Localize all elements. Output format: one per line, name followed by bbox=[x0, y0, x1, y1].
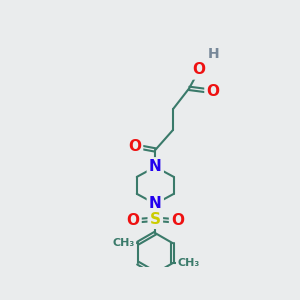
Text: H: H bbox=[208, 47, 220, 61]
Text: N: N bbox=[149, 159, 162, 174]
Text: O: O bbox=[171, 213, 184, 228]
Text: O: O bbox=[193, 62, 206, 77]
Text: O: O bbox=[128, 139, 141, 154]
Text: O: O bbox=[127, 213, 140, 228]
Text: CH₃: CH₃ bbox=[112, 238, 134, 248]
Text: CH₃: CH₃ bbox=[178, 258, 200, 268]
Text: N: N bbox=[149, 196, 162, 211]
Text: S: S bbox=[150, 212, 161, 227]
Text: O: O bbox=[206, 84, 220, 99]
